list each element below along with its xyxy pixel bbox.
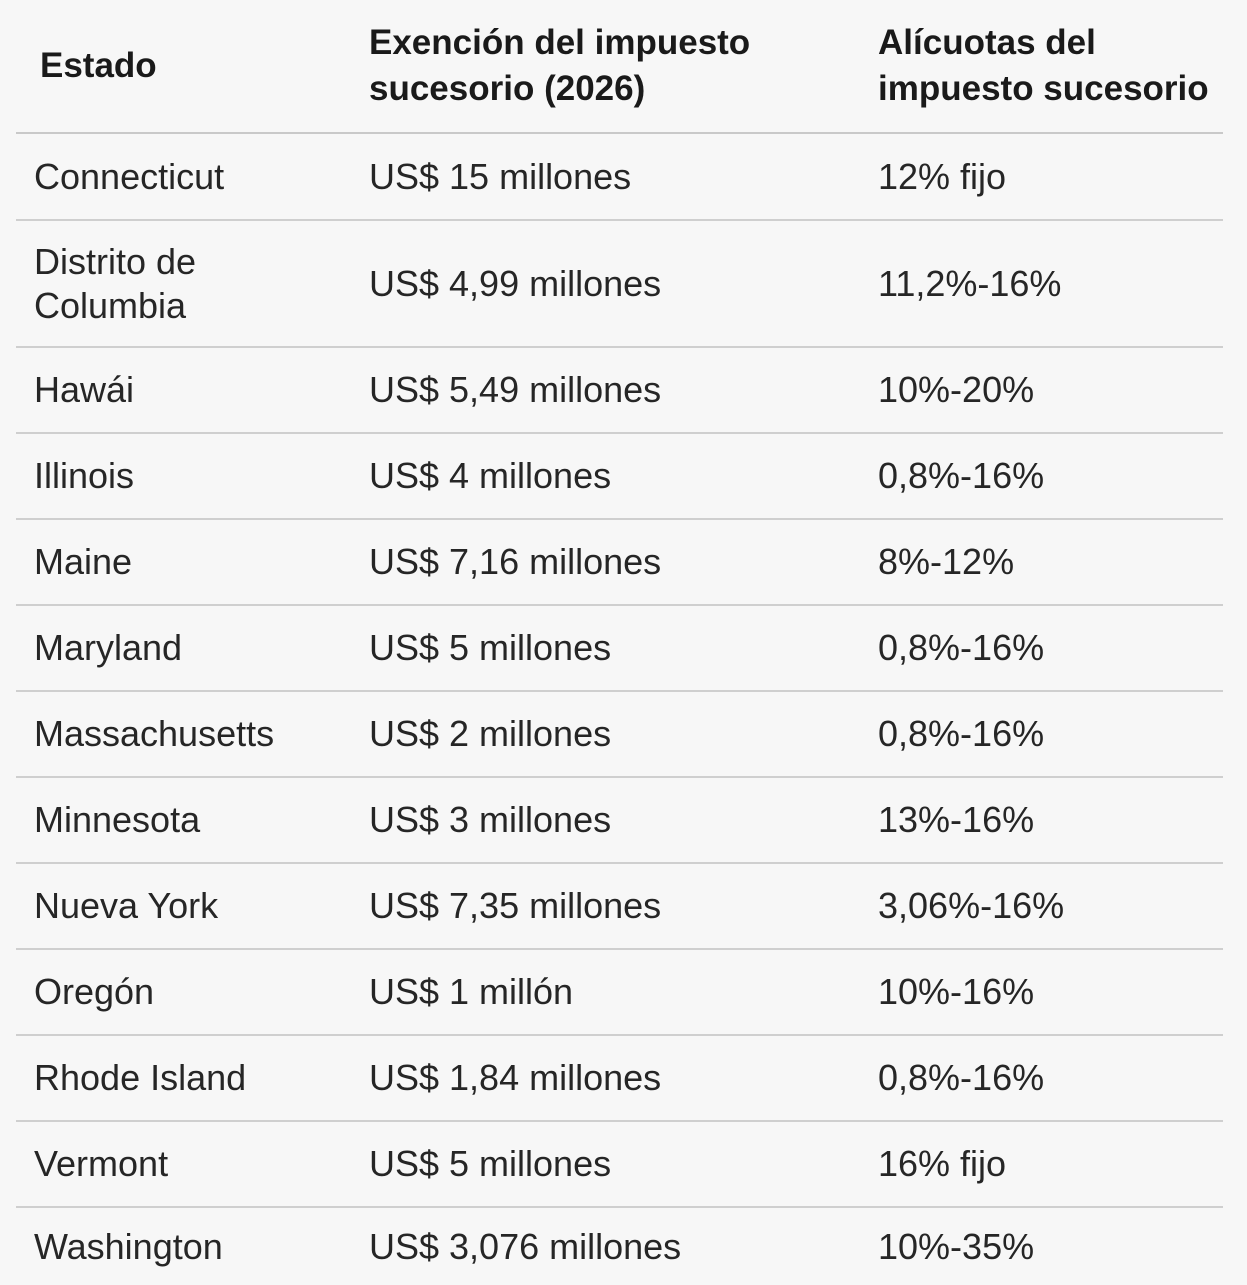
rate-cell: 11,2%-16% [861,220,1223,348]
exemption-cell: US$ 1,84 millones [351,1035,861,1122]
state-cell: Maine [16,519,351,606]
table-row: Oregón US$ 1 millón 10%-16% [16,949,1223,1036]
exemption-cell: US$ 5 millones [351,605,861,692]
rate-cell: 8%-12% [861,519,1223,606]
state-cell: Washington [34,1225,223,1267]
header-row: Estado Exención del impuesto sucesorio (… [16,0,1223,134]
table-row: Hawái US$ 5,49 millones 10%-20% [16,347,1223,434]
state-cell: Hawái [16,347,351,434]
table-row: Minnesota US$ 3 millones 13%-16% [16,777,1223,864]
rate-cell: 0,8%-16% [861,605,1223,692]
estate-tax-table: Estado Exención del impuesto sucesorio (… [16,0,1223,1285]
rate-cell: 16% fijo [861,1121,1223,1208]
table-header: Estado Exención del impuesto sucesorio (… [16,0,1223,134]
table-row: Distrito de Columbia US$ 4,99 millones 11,… [16,220,1223,348]
rate-cell: 0,8%-16% [861,691,1223,778]
exemption-cell: US$ 7,16 millones [351,519,861,606]
table-row: Rhode Island US$ 1,84 millones 0,8%-16% [16,1035,1223,1122]
rate-cell: 10%-16% [861,949,1223,1036]
exemption-cell: US$ 3 millones [351,777,861,864]
state-cell: Rhode Island [16,1035,351,1122]
state-cell: Nueva York [16,863,351,950]
exemption-cell: US$ 2 millones [351,691,861,778]
table-row: Massachusetts US$ 2 millones 0,8%-16% [16,691,1223,778]
rate-cell: 13%-16% [861,777,1223,864]
table-row: Vermont US$ 5 millones 16% fijo [16,1121,1223,1208]
rate-cell: 0,8%-16% [861,1035,1223,1122]
exemption-cell: US$ 1 millón [351,949,861,1036]
table-row: Washington US$ 3,076 millones 10%-35% [16,1207,1223,1285]
header-rates-text: Alícuotas del impuesto sucesorio [878,23,1209,108]
estate-tax-table-container: Estado Exención del impuesto sucesorio (… [16,0,1223,1285]
table-row: Maryland US$ 5 millones 0,8%-16% [16,605,1223,692]
header-state: Estado [16,0,351,134]
header-exemption: Exención del impuesto sucesorio (2026) [351,0,861,134]
state-cell: Oregón [16,949,351,1036]
state-cell: Distrito de Columbia [16,220,351,348]
exemption-cell: US$ 7,35 millones [351,863,861,950]
state-cell: Vermont [16,1121,351,1208]
rate-cell: 3,06%-16% [861,863,1223,950]
state-cell: Maryland [16,605,351,692]
exemption-cell: US$ 4,99 millones [351,220,861,348]
rate-cell: 0,8%-16% [861,433,1223,520]
table-row: Maine US$ 7,16 millones 8%-12% [16,519,1223,606]
rate-cell: 10%-35% [878,1225,1035,1267]
table-row: Nueva York US$ 7,35 millones 3,06%-16% [16,863,1223,950]
header-rates: Alícuotas del impuesto sucesorio [861,0,1223,134]
table-row: Illinois US$ 4 millones 0,8%-16% [16,433,1223,520]
state-cell: Illinois [16,433,351,520]
table-body: Connecticut US$ 15 millones 12% fijo Distri… [16,133,1223,1285]
exemption-cell: US$ 5,49 millones [351,347,861,434]
state-cell: Massachusetts [16,691,351,778]
exemption-cell: US$ 4 millones [351,433,861,520]
state-cell: Minnesota [16,777,351,864]
exemption-cell: US$ 5 millones [351,1121,861,1208]
header-exemption-text: Exención del impuesto sucesorio (2026) [369,23,751,108]
rate-cell: 10%-20% [861,347,1223,434]
exemption-cell: US$ 3,076 millones [369,1225,682,1267]
exemption-cell: US$ 15 millones [351,133,861,221]
rate-cell: 12% fijo [861,133,1223,221]
table-row: Connecticut US$ 15 millones 12% fijo [16,133,1223,221]
state-cell: Connecticut [16,133,351,221]
